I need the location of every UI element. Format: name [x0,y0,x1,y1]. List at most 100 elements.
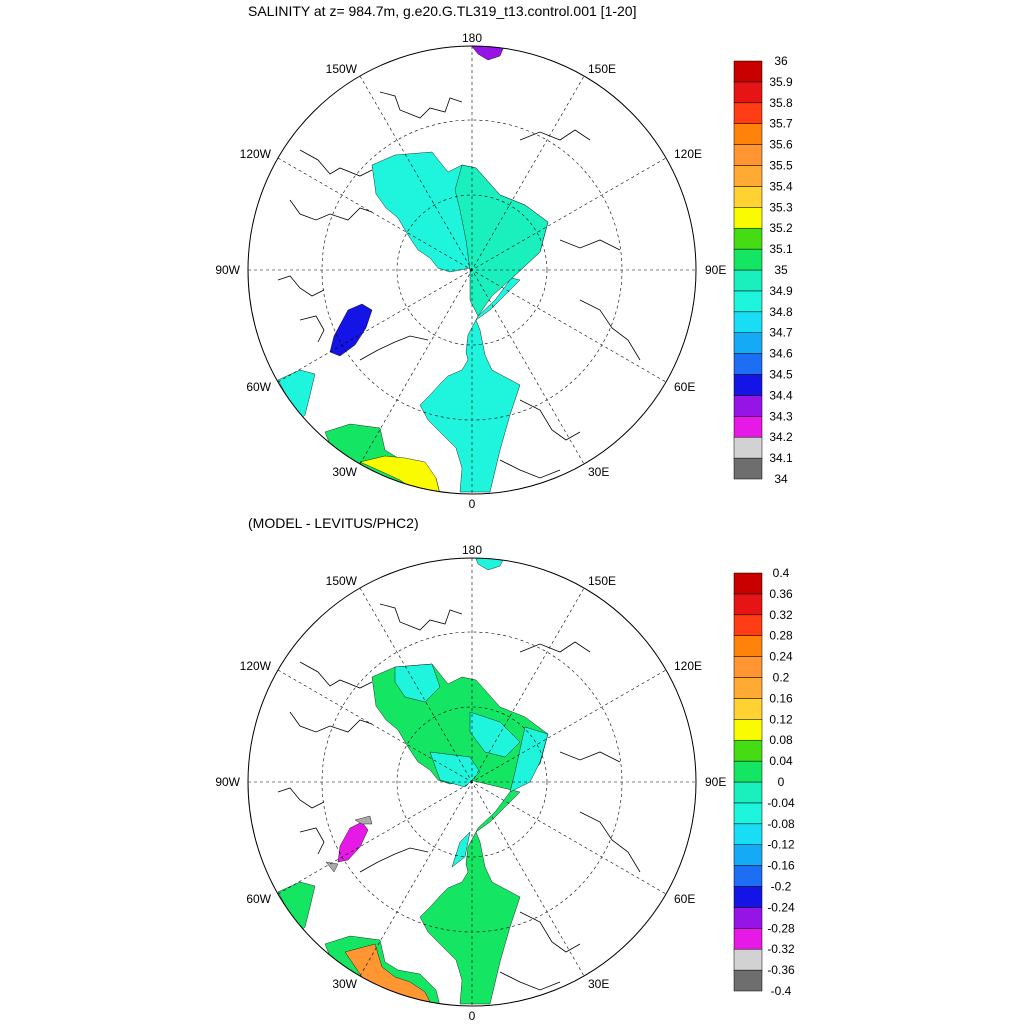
diff-main-fill [371,663,549,1005]
colorbar-tick-label: -0.28 [767,921,795,935]
colorbar-tick-label: -0.16 [767,859,795,873]
colorbar-swatch [733,81,763,104]
colorbar-tick-label: 34.7 [769,326,793,340]
lon-label-150w: 150W [326,62,358,76]
lon-label-0: 0 [469,1009,476,1023]
colorbar-tick-label: 36 [774,54,788,68]
lon-label-120w: 120W [240,659,272,673]
colorbar-swatch [733,886,763,908]
colorbar-swatch [733,948,763,971]
colorbar-swatch [733,572,763,595]
bottom-panel-title: (MODEL - LEVITUS/PHC2) [248,515,419,531]
colorbar-tick-label: 0.12 [769,712,793,726]
colorbar-swatch [733,457,763,480]
colorbar-swatch [733,928,763,950]
colorbar-tick-label: 0.28 [769,629,793,643]
lon-label-120w: 120W [240,147,272,161]
lon-label-0: 0 [469,497,476,511]
latitude-ring-middle [321,119,623,421]
colorbar-tick-label: 0.16 [769,691,793,705]
colorbar-swatch [733,353,763,375]
colorbar-swatch [733,290,763,313]
colorbar-tick-label: 35.9 [769,75,793,89]
colorbar-swatch [733,739,763,762]
lon-label-150e: 150E [588,62,616,76]
colorbar-swatch [733,614,763,636]
colorbar-tick-label: -0.04 [767,796,795,810]
coastline-contours [277,603,641,991]
diff-labrador-fill [337,821,369,863]
lon-label-30e: 30E [588,465,609,479]
colorbar-swatch [733,865,763,887]
lon-label-60e: 60E [674,380,695,394]
colorbar-tick-label: 0.4 [773,566,790,580]
colorbar-tick-label: -0.2 [771,880,792,894]
colorbar-swatch [733,123,763,145]
colorbar-swatch [733,635,763,657]
bering-strait-fill [469,46,506,61]
map-boundary [247,557,697,1007]
coastline-contours [277,91,641,479]
colorbar-tick-label: 35.5 [769,159,793,173]
salinity-map-panel: 180 0 90W 90E 150W 120W 150E 120E 60W 30… [215,31,793,511]
colorbar-swatch [733,332,763,354]
colorbar-tick-label: 0.24 [769,650,793,664]
colorbar-tick-label: 35.3 [769,200,793,214]
colorbar-swatch [733,969,763,992]
diff-secondary-fill [394,663,549,868]
colorbar-tick-label: 35.4 [769,179,793,193]
colorbar-swatch [733,269,763,292]
lon-label-120e: 120E [674,147,702,161]
colorbar-tick-label: -0.12 [767,838,795,852]
colorbar-tick-label: -0.08 [767,817,795,831]
lon-label-90e: 90E [705,263,726,277]
difference-map-panel: 180 0 90W 90E 150W 120W 150E 120E 60W 30… [215,543,795,1023]
colorbar-swatch [733,677,763,699]
lon-label-90e: 90E [705,775,726,789]
colorbar-swatch [733,802,763,825]
diff-nordic-west-fill [277,881,316,933]
colorbar-tick-label: 35.1 [769,242,793,256]
colorbar-swatch [733,656,763,678]
colorbar-tick-label: 34.4 [769,388,793,402]
colorbar-swatch [733,719,763,741]
colorbar-swatch [733,374,763,396]
colorbar-tick-label: 35.6 [769,138,793,152]
colorbar-tick-label: 35.2 [769,221,793,235]
colorbar-tick-label: 0.36 [769,587,793,601]
gulf-stream-warm-fill [359,455,441,494]
colorbar-swatch [733,186,763,208]
top-panel-title: SALINITY at z= 984.7m, g.e20.G.TL319_t13… [248,3,637,19]
colorbar-tick-label: 0.32 [769,608,793,622]
difference-field [248,558,696,1006]
colorbar-swatch [733,436,763,459]
colorbar-tick-label: 35.8 [769,96,793,110]
salinity-field [248,46,696,494]
lon-label-150w: 150W [326,574,358,588]
lon-label-90w: 90W [215,775,240,789]
colorbar-swatch [733,781,763,804]
colorbar-tick-label: 34 [774,472,788,486]
eurasian-basin-fill [454,164,549,317]
map-boundary [247,45,697,495]
colorbar-swatch [733,760,763,783]
latitude-ring-inner [396,706,548,858]
colorbar-swatch [733,248,763,271]
lon-label-30e: 30E [588,977,609,991]
lon-label-180: 180 [462,31,482,45]
colorbar-swatch [733,823,763,845]
latitude-ring-middle [321,631,623,933]
colorbar-swatch [733,698,763,720]
lon-label-30w: 30W [332,465,357,479]
colorbar-tick-label: 34.2 [769,430,793,444]
colorbar-swatch [733,60,763,83]
lon-label-60w: 60W [246,892,271,906]
latitude-ring-inner [396,194,548,346]
lon-label-60w: 60W [246,380,271,394]
grid-dashed [248,46,696,494]
lon-label-30w: 30W [332,977,357,991]
colorbar-tick-label: 0 [778,775,785,789]
colorbar-tick-label: 34.3 [769,409,793,423]
lon-label-60e: 60E [674,892,695,906]
colorbar-swatch [733,144,763,166]
